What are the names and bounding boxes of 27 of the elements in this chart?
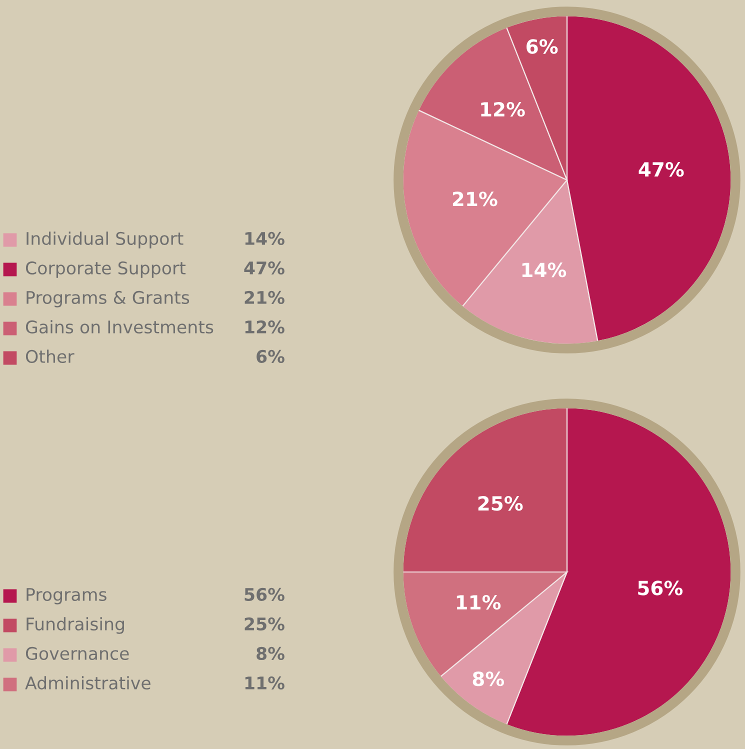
text: 25% [244, 617, 284, 631]
text: 11% [245, 676, 284, 690]
text: 14% [245, 232, 284, 246]
legend-label: Programs & Grants [26, 290, 190, 308]
data-label: 11% [456, 594, 501, 610]
data-label: 12% [481, 102, 525, 117]
data-label: 21% [452, 192, 498, 206]
text: 12% [245, 320, 284, 334]
data-label: 6% [526, 39, 558, 54]
legend-label: Programs [26, 588, 106, 604]
data-label: 8% [472, 671, 504, 686]
data-label: 56% [638, 580, 683, 596]
legend-label: Other [26, 350, 74, 364]
text: 56% [244, 588, 284, 602]
text: 8% [256, 646, 284, 660]
legend-label: Gains on Investments [26, 320, 214, 334]
data-label: 25% [478, 496, 523, 511]
legend-label: Individual Support [26, 232, 184, 248]
legend-label: Fundraising [26, 617, 124, 634]
legend-label: Corporate Support [26, 261, 186, 278]
data-label: 47% [638, 162, 684, 177]
legend-label: Governance [26, 646, 129, 660]
legend-label: Administrative [25, 676, 150, 690]
text: 47% [244, 261, 284, 275]
data-label: 14% [522, 262, 566, 278]
text: 21% [244, 290, 284, 304]
text: 6% [256, 350, 284, 364]
